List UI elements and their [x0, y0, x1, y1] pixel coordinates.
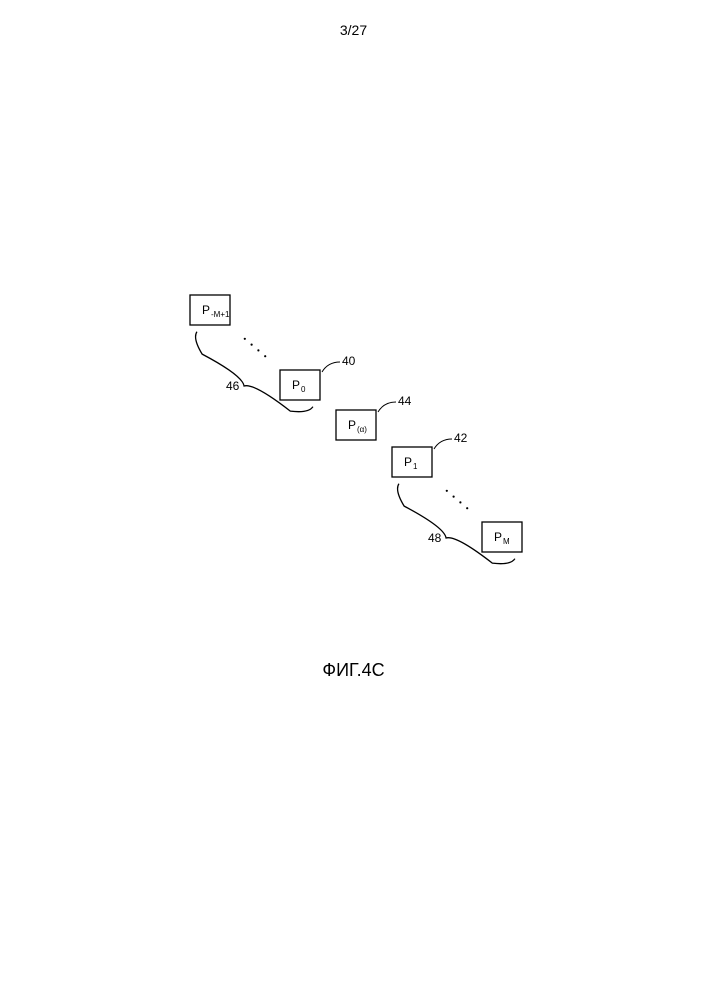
lead-number: 42 [454, 431, 468, 445]
brace-number: 46 [226, 379, 240, 393]
diagram-svg: P-M+1P040P(α)44P142PM4648 [0, 0, 707, 1000]
ellipsis-dot [453, 496, 455, 498]
box-label-sub: 1 [413, 462, 418, 471]
lead-line [322, 362, 340, 372]
ellipsis-dot [264, 355, 266, 357]
ellipsis-dot [251, 344, 253, 346]
ellipsis-dot [244, 338, 246, 340]
lead-line [378, 402, 396, 412]
diagram-box: P0 40 [280, 354, 356, 400]
ellipsis-dot [446, 490, 448, 492]
box-label-sub: 0 [301, 385, 306, 394]
brace-number: 48 [428, 531, 442, 545]
ellipsis-dot [466, 507, 468, 509]
box-label: P [348, 418, 356, 432]
diagram-box: P-M+1 [190, 295, 230, 325]
lead-number: 44 [398, 394, 412, 408]
ellipsis-dot [257, 349, 259, 351]
ellipsis-dot [459, 501, 461, 503]
page: 3/27 ФИГ.4C P-M+1P040P(α)44P142PM4648 [0, 0, 707, 1000]
lead-number: 40 [342, 354, 356, 368]
box-label: P [494, 530, 502, 544]
diagram-box: P1 42 [392, 431, 468, 477]
box-label: P [292, 378, 300, 392]
box-label-sub: -M+1 [211, 310, 230, 319]
box-label: P [202, 303, 210, 317]
box-label: P [404, 455, 412, 469]
diagram-box: PM [482, 522, 522, 552]
diagram-box: P(α) 44 [336, 394, 412, 440]
box-label-sub: (α) [357, 425, 367, 434]
box-label-sub: M [503, 537, 510, 546]
lead-line [434, 439, 452, 449]
